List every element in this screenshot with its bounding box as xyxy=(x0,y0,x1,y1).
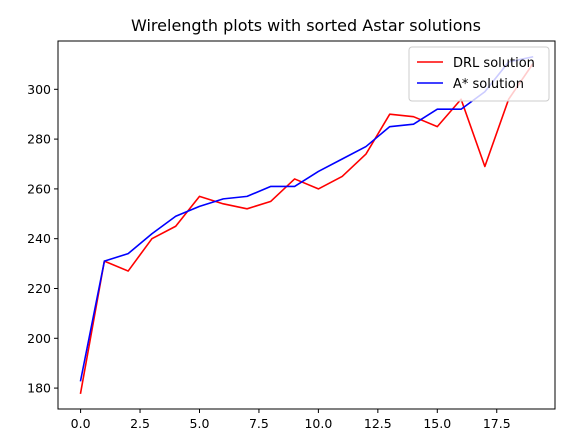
x-tick-label: 12.5 xyxy=(364,416,392,431)
legend-label-drl-solution: DRL solution xyxy=(453,56,535,71)
x-tick-label: 5.0 xyxy=(190,416,210,431)
x-tick-label: 10.0 xyxy=(304,416,332,431)
x-tick-label: 7.5 xyxy=(249,416,269,431)
y-tick-label: 260 xyxy=(27,181,51,196)
x-tick-label: 15.0 xyxy=(423,416,451,431)
y-tick-label: 180 xyxy=(27,381,51,396)
x-tick-label: 17.5 xyxy=(483,416,511,431)
x-tick-label: 0.0 xyxy=(71,416,91,431)
series-line-drl-solution xyxy=(79,63,534,394)
y-tick-label: 220 xyxy=(27,281,51,296)
chart-title: Wirelength plots with sorted Astar solut… xyxy=(131,16,481,35)
y-tick-label: 240 xyxy=(27,231,51,246)
legend-box xyxy=(408,46,550,102)
series-line-a-solution xyxy=(79,55,534,382)
y-tick-label: 280 xyxy=(27,132,51,147)
plot-frame xyxy=(57,40,556,410)
y-tick-label: 200 xyxy=(27,331,51,346)
x-tick-label: 2.5 xyxy=(130,416,150,431)
legend-label-a-solution: A* solution xyxy=(453,77,524,92)
plot-axes: 0.0 2.5 5.0 7.5 10.0 12.5 15.0 17.5 180 200 220 240… xyxy=(27,40,556,431)
y-tick-label: 300 xyxy=(27,82,51,97)
